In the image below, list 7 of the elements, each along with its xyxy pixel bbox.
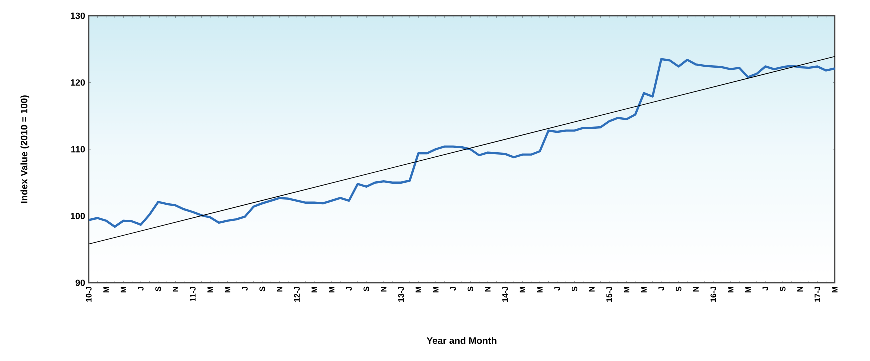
y-tick-label: 90 [76, 280, 86, 286]
y-tick-label: 110 [72, 146, 86, 153]
y-axis-title: Index Value (2010 = 100) [20, 96, 30, 204]
y-tick-label: 130 [71, 12, 86, 20]
x-axis-title: Year and Month [426, 337, 497, 344]
y-tick-label: 120 [71, 80, 86, 86]
y-tick-label: 100 [71, 213, 86, 220]
